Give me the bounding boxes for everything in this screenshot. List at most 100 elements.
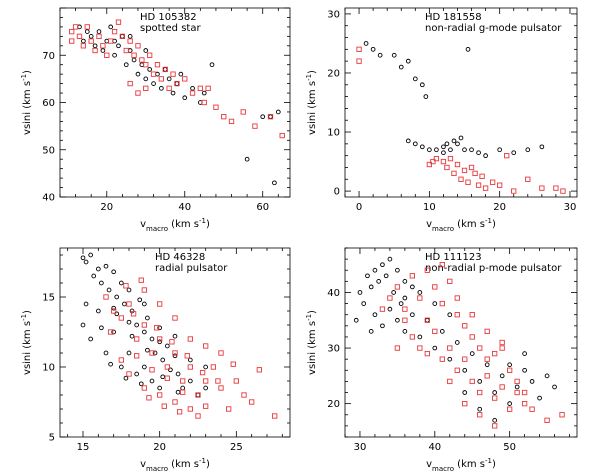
data-point [120, 33, 125, 39]
data-point [213, 104, 219, 110]
data-point [417, 345, 423, 351]
data-point [440, 158, 447, 165]
data-point [499, 384, 505, 390]
data-point [187, 378, 193, 384]
data-point [475, 182, 482, 188]
data-point [424, 317, 430, 323]
data-point [111, 329, 117, 335]
data-point [402, 317, 408, 323]
data-point [111, 305, 117, 311]
data-point [476, 150, 481, 156]
data-point [226, 406, 232, 412]
data-point [175, 389, 181, 395]
data-point [260, 114, 266, 120]
data-point [412, 141, 418, 147]
data-point [441, 150, 446, 156]
data-point [91, 273, 97, 279]
data-point [468, 164, 475, 171]
data-point [465, 46, 471, 52]
data-point [218, 350, 224, 356]
data-point [135, 43, 141, 49]
data-point [447, 378, 453, 385]
data-point [241, 392, 247, 398]
data-point [395, 317, 400, 323]
data-point [96, 29, 102, 34]
data-point [180, 385, 186, 391]
data-point [95, 308, 101, 314]
data-point [153, 325, 160, 331]
data-point [129, 308, 135, 314]
data-point [432, 301, 438, 306]
data-point [135, 71, 141, 77]
y-tick-label: 30 [327, 9, 340, 20]
data-point [95, 266, 101, 272]
data-point [553, 185, 559, 191]
data-point [150, 71, 157, 77]
data-point [199, 369, 206, 376]
data-point [170, 71, 176, 77]
data-point [454, 295, 460, 301]
data-point [447, 356, 453, 362]
panel-annotation: non-radial p-mode pulsator [425, 263, 562, 274]
data-point [387, 256, 393, 262]
data-point [514, 389, 520, 396]
x-tick-label: 0 [356, 202, 362, 213]
data-point [137, 297, 143, 303]
data-point [195, 392, 201, 398]
data-point [174, 80, 180, 87]
data-point [426, 161, 433, 168]
y-tick-label: 20 [327, 68, 340, 79]
data-point [157, 301, 163, 307]
data-point [203, 343, 209, 349]
data-point [83, 259, 89, 265]
data-point [521, 389, 528, 396]
data-point [162, 67, 168, 72]
x-tick-label: 30 [564, 202, 577, 213]
data-point [115, 19, 122, 25]
data-point [492, 417, 498, 423]
data-point [465, 179, 471, 185]
data-point [126, 301, 132, 307]
circle-series [77, 24, 281, 186]
data-point [522, 367, 527, 373]
data-point [363, 41, 369, 46]
data-point [143, 62, 149, 68]
data-point [368, 329, 374, 334]
data-point [172, 353, 178, 359]
data-point [126, 287, 132, 293]
data-point [184, 353, 190, 359]
data-point [83, 301, 89, 307]
data-point [126, 350, 132, 356]
data-point [454, 367, 460, 373]
data-point [164, 364, 170, 370]
data-point [424, 267, 430, 273]
data-point [161, 403, 167, 409]
data-point [143, 48, 149, 53]
plot-frame [344, 247, 578, 438]
plot-frame [59, 7, 291, 198]
data-point [419, 82, 425, 88]
data-point [203, 385, 209, 391]
data-point [107, 329, 114, 335]
x-axis-label: vmacro (km s-1) [140, 217, 210, 233]
data-point [405, 138, 411, 144]
data-point [172, 315, 178, 321]
data-point [205, 85, 211, 91]
y-tick-label: 30 [327, 344, 340, 355]
data-point [172, 333, 178, 339]
data-point [157, 392, 163, 398]
data-point [180, 378, 186, 384]
data-point [103, 263, 109, 269]
data-point [203, 378, 209, 384]
data-point [158, 76, 165, 82]
data-point [126, 371, 132, 377]
data-point [544, 373, 550, 379]
data-point [240, 109, 246, 115]
data-point [178, 71, 184, 77]
data-point [394, 284, 401, 290]
data-point [357, 290, 363, 295]
data-point [439, 300, 445, 307]
data-point [160, 357, 166, 363]
data-point [111, 308, 117, 314]
